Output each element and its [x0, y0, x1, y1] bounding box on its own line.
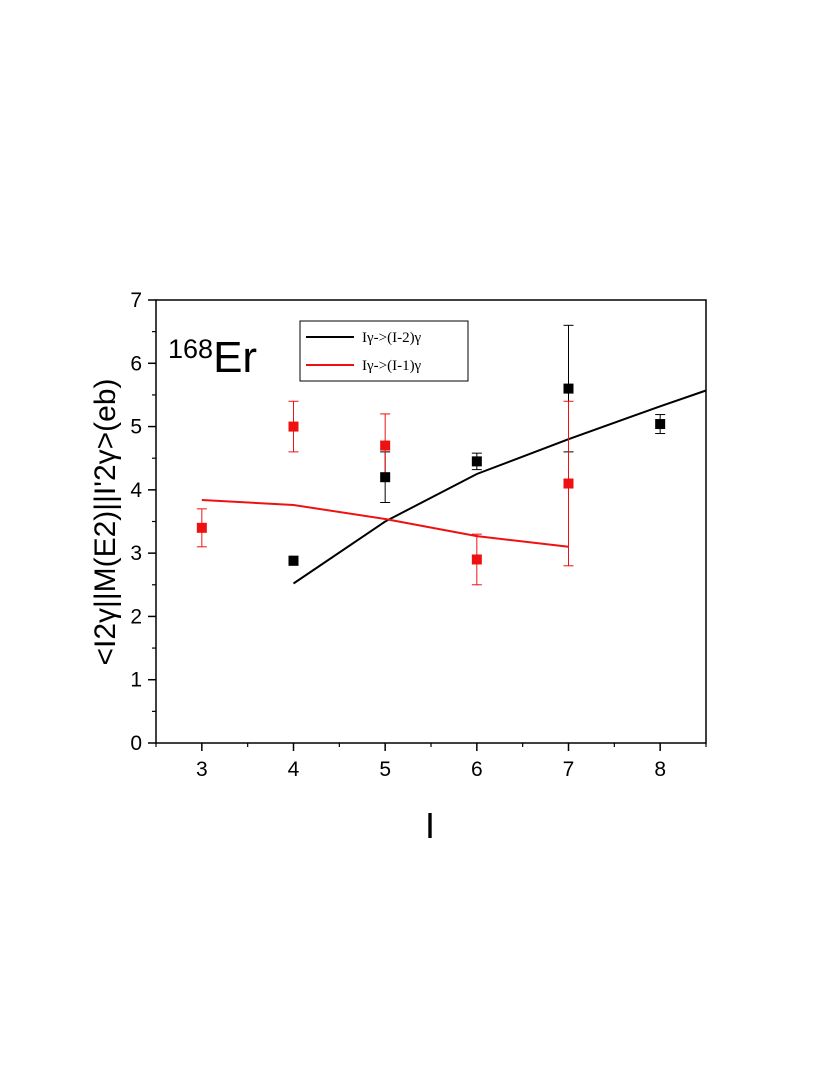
x-tick-label: 5: [379, 758, 391, 781]
y-axis-title: <I2γ||M(E2)||I'2γ>(eb): [89, 379, 122, 666]
data-point-2-2: [471, 456, 482, 467]
nucleus-label-mass: 168: [168, 334, 213, 364]
data-point-2-0: [288, 555, 299, 566]
data-point-3-3: [471, 554, 482, 565]
x-tick-label: 6: [471, 758, 483, 781]
nucleus-label: 168Er: [168, 333, 257, 382]
data-point-2-3: [563, 383, 574, 394]
y-tick-label: 5: [130, 416, 142, 439]
x-tick-label: 3: [196, 758, 208, 781]
legend-label-black: Iγ->(I-2)γ: [362, 330, 422, 346]
legend: Iγ->(I-2)γ Iγ->(I-1)γ: [299, 320, 469, 382]
data-point-2-1: [380, 472, 391, 483]
legend-label-red: Iγ->(I-1)γ: [362, 358, 422, 374]
x-tick-label: 7: [563, 758, 575, 781]
data-point-2-4: [655, 419, 666, 430]
series-lines: [201, 389, 707, 585]
y-tick-label: 1: [130, 669, 142, 692]
y-tick-label: 2: [130, 605, 142, 628]
data-points: [196, 383, 666, 566]
y-tick-label: 4: [130, 479, 142, 502]
x-axis-title: I: [425, 805, 435, 846]
y-tick-label: 3: [130, 542, 142, 565]
x-tick-label: 4: [288, 758, 300, 781]
y-tick-label: 6: [130, 352, 142, 375]
nucleus-label-symbol: Er: [213, 333, 257, 382]
data-point-3-1: [288, 421, 299, 432]
data-point-3-2: [380, 440, 391, 451]
series-line-0: [292, 389, 707, 585]
x-tick-label: 8: [654, 758, 666, 781]
legend-box: [299, 320, 469, 382]
data-point-3-4: [563, 478, 574, 489]
series-line-1: [201, 499, 569, 548]
tick-labels: 3 4 5 6 7 8 0 1 2 3 4 5 6 7: [130, 289, 666, 781]
y-tick-label: 0: [130, 732, 142, 755]
data-point-3-0: [196, 522, 207, 533]
y-tick-label: 7: [130, 289, 142, 312]
axis-ticks: [148, 299, 707, 751]
